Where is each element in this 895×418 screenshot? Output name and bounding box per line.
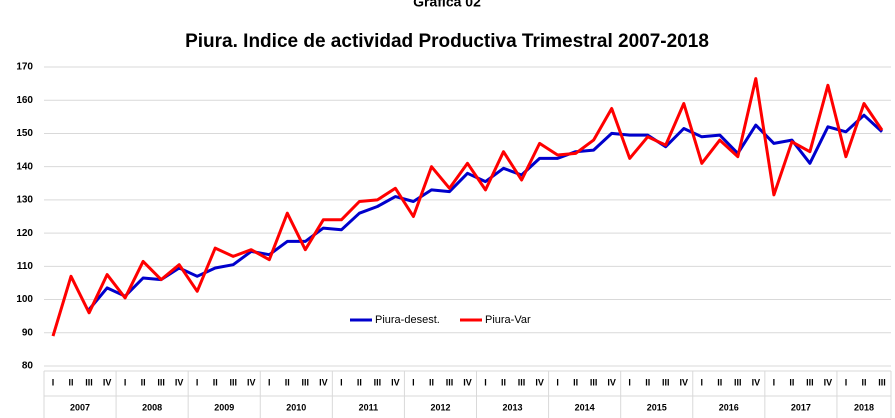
x-tick-label: II [789,377,794,387]
x-tick-label: III [734,377,742,387]
chart-title: Piura. Indice de actividad Productiva Tr… [185,31,709,52]
x-tick-label: I [701,377,704,387]
year-label: 2015 [647,402,667,412]
year-label: 2017 [791,402,811,412]
x-tick-label: I [52,377,55,387]
y-tick-label: 150 [16,128,33,139]
x-tick-label: I [773,377,776,387]
x-tick-label: I [340,377,343,387]
x-tick-label: I [268,377,271,387]
year-label: 2008 [142,402,162,412]
data-line [51,77,884,337]
year-label: 2009 [214,402,234,412]
x-tick-label: II [429,377,434,387]
year-label: 2010 [286,402,306,412]
x-tick-label: IV [824,377,833,387]
year-label: 2012 [430,402,450,412]
y-tick-label: 130 [16,195,33,206]
x-tick-label: II [213,377,218,387]
year-label: 2007 [70,402,90,412]
x-tick-label: IV [679,377,688,387]
x-tick-label: II [285,377,290,387]
year-label: 2014 [575,402,595,412]
y-tick-label: 140 [16,161,33,172]
x-tick-label: III [878,377,886,387]
x-tick-label: IV [319,377,328,387]
year-label: 2016 [719,402,739,412]
year-label: 2011 [359,402,379,412]
data-line [87,113,884,311]
x-tick-label: III [302,377,310,387]
x-tick-label: III [229,377,237,387]
x-tick-label: IV [752,377,761,387]
x-tick-label: I [845,377,848,387]
x-tick-label: I [556,377,559,387]
x-tick-label: IV [535,377,544,387]
x-tick-label: I [628,377,631,387]
y-tick-label: 120 [16,228,33,239]
x-tick-label: IV [175,377,184,387]
x-tick-label: IV [463,377,472,387]
x-tick-label: II [69,377,74,387]
x-tick-label: III [157,377,165,387]
legend-label: Piura-desest. [375,314,440,326]
x-tick-label: I [412,377,415,387]
y-tick-label: 100 [16,294,33,305]
y-tick-label: 160 [16,95,33,106]
x-tick-label: I [484,377,487,387]
chart-caption: Gráfica 02 [413,0,481,10]
x-tick-label: I [196,377,199,387]
x-tick-label: IV [247,377,256,387]
y-tick-label: 90 [22,327,34,338]
x-tick-label: II [357,377,362,387]
x-tick-label: IV [607,377,616,387]
x-tick-label: III [85,377,93,387]
legend-label: Piura-Var [485,314,531,326]
x-tick-label: II [573,377,578,387]
x-tick-label: III [374,377,382,387]
y-tick-label: 80 [22,361,34,372]
x-tick-label: II [645,377,650,387]
x-tick-label: I [124,377,127,387]
year-label: 2013 [503,402,523,412]
x-tick-label: III [518,377,526,387]
x-tick-label: II [717,377,722,387]
y-tick-label: 110 [17,261,34,272]
year-label: 2018 [854,402,874,412]
x-tick-label: IV [103,377,112,387]
y-tick-label: 170 [16,62,33,73]
x-tick-label: III [590,377,598,387]
x-tick-label: II [141,377,146,387]
x-tick-label: IV [391,377,400,387]
x-tick-label: III [662,377,670,387]
x-tick-label: III [806,377,814,387]
x-tick-label: II [861,377,866,387]
x-tick-label: II [501,377,506,387]
x-tick-label: III [446,377,454,387]
